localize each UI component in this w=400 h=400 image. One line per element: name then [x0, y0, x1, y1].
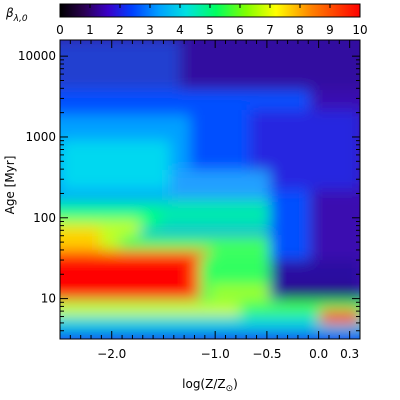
x-tick-label: −2.0: [97, 347, 126, 361]
x-axis-ticks: −2.0 −1.0 −0.5 0.0 0.3: [59, 40, 361, 361]
x-axis-label: log(Z/Z⊙): [182, 377, 238, 394]
colorbar-tick-label: 0: [56, 23, 64, 37]
colorbar-tick-label: 6: [236, 23, 244, 37]
colorbar-tick-label: 4: [176, 23, 184, 37]
colorbar-ticks: 0 1 2 3 4 5 6 7 8 9 10: [56, 4, 368, 37]
y-tick-label: 1000: [25, 130, 56, 144]
x-tick-label: 0.3: [340, 347, 359, 361]
x-tick-label: −1.0: [201, 347, 230, 361]
plot-frame: [59, 39, 361, 340]
heatmap-area: [60, 40, 360, 339]
colorbar-tick-label: 8: [296, 23, 304, 37]
colorbar-tick-label: 10: [352, 23, 367, 37]
colorbar-tick-label: 7: [266, 23, 274, 37]
heatmap-cell: [60, 332, 360, 339]
x-tick-label: −0.5: [252, 347, 281, 361]
colorbar-tick-label: 5: [206, 23, 214, 37]
y-tick-label: 10000: [18, 49, 56, 63]
colorbar-label: βλ,0: [5, 6, 28, 24]
heatmap-cell: [60, 316, 360, 332]
y-tick-label: 10: [41, 292, 56, 306]
y-axis-label: Age [Myr]: [3, 156, 17, 215]
y-axis-ticks: 10 100 1000 10000: [18, 49, 360, 332]
heatmap-cell: [320, 310, 360, 324]
colorbar-tick-label: 9: [326, 23, 334, 37]
x-tick-label: 0.0: [309, 347, 328, 361]
heatmap-cell: [60, 305, 240, 315]
y-tick-label: 100: [33, 211, 56, 225]
colorbar-tick-label: 2: [116, 23, 124, 37]
colorbar-tick-label: 3: [146, 23, 154, 37]
heatmap-cell: [60, 140, 170, 190]
heatmap-cell: [270, 260, 360, 290]
colorbar-tick-label: 1: [86, 23, 94, 37]
heatmap-cell: [60, 258, 190, 303]
